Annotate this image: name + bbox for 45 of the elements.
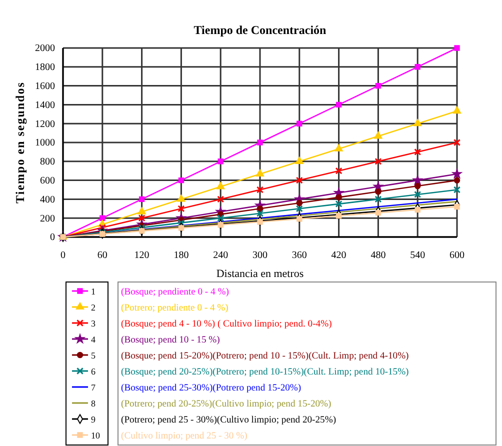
legend-label: 10	[91, 430, 100, 440]
y-tick-label: 1400	[35, 100, 55, 111]
x-tick-label: 360	[292, 250, 307, 262]
text: (Cultivo limpio; pend 25 - 30 %)	[121, 430, 248, 442]
x-tick-label: 180	[174, 250, 189, 262]
x-tick-label: 120	[134, 250, 150, 262]
x-tick-label: 420	[331, 250, 346, 262]
text: (Bosque; pendiente 0 - 4 %)	[121, 286, 229, 298]
legend-label: 2	[91, 302, 96, 312]
x-tick-label: 60	[97, 250, 108, 262]
x-tick-label: 300	[252, 250, 268, 262]
y-tick-label: 2000	[35, 43, 55, 54]
y-tick-label: 1200	[35, 118, 55, 130]
y-tick-label: 1000	[35, 138, 55, 149]
x-tick-label: 240	[213, 250, 228, 262]
y-tick-label: 1800	[35, 62, 55, 74]
text: (Potrero; pend 20-25%)(Cultivo limpio; pend 15-20%)	[121, 398, 332, 410]
text: (Bosque; pend 10 - 15 %)	[121, 334, 220, 346]
legend-label: 8	[91, 398, 96, 408]
legend-label: 9	[91, 414, 96, 424]
text: (Bosque; pend 25-30%)(Potrero pend 15-20%)	[121, 382, 302, 394]
text: (Potrero; pend 25 - 30%)(Cultivo limpio; pend 20-25%)	[121, 414, 336, 426]
y-tick-label: 1600	[35, 81, 55, 92]
text: (Bosque; pend 20-25%)(Potrero; pend 10-15%)(Cult. Limp; pend 10-15%)	[121, 366, 409, 378]
legend-label: 1	[91, 286, 96, 296]
y-tick-label: 200	[40, 213, 55, 224]
text: (Potrero; pendiente 0 - 4 %)	[121, 302, 228, 314]
y-tick-label: 400	[40, 194, 55, 206]
legend-label: 3	[91, 318, 96, 328]
legend-label: 6	[91, 366, 96, 376]
legend-label: 4	[91, 334, 96, 344]
y-tick-label: 800	[40, 156, 55, 168]
text: (Bosque; pend 4 - 10 %) ( Cultivo limpio; pend. 0-4%)	[121, 318, 332, 330]
text: (Bosque; pend 15-20%)(Potrero; pend 10 - 15%)(Cult. Limp; pend 4-10%)	[121, 350, 409, 362]
chart-title: Tiempo de Concentración	[194, 23, 327, 37]
x-axis-title: Distancia en metros	[216, 268, 304, 280]
y-tick-label: 600	[40, 176, 55, 186]
x-tick-label: 600	[450, 250, 464, 262]
x-tick-label: 0	[60, 250, 66, 262]
x-tick-label: 480	[370, 250, 386, 262]
y-axis-title: Tiempo en segundos	[13, 82, 27, 204]
y-tick-label: 0	[50, 232, 55, 244]
legend-label: 5	[91, 350, 96, 360]
legend-label: 7	[91, 382, 96, 392]
x-tick-label: 540	[410, 250, 426, 262]
